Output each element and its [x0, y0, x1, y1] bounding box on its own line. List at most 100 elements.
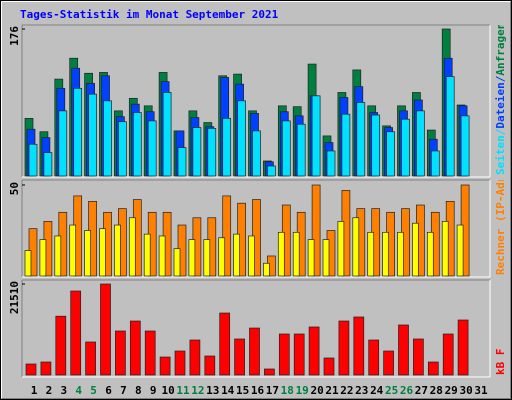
x-tick-label: 18: [281, 384, 294, 397]
bar: [460, 115, 470, 177]
bar: [338, 320, 350, 376]
bar: [252, 130, 261, 177]
x-tick-label: 7: [120, 384, 127, 397]
bar: [103, 100, 112, 177]
bar: [219, 312, 231, 376]
bar: [457, 319, 469, 376]
bar: [162, 92, 172, 177]
x-tick-label: 31: [474, 384, 488, 397]
bar: [277, 231, 285, 277]
legend: Seiten/Dateien/Anfragen: [494, 23, 507, 175]
x-tick-label: 28: [430, 384, 443, 397]
bar: [356, 102, 366, 177]
bar: [218, 237, 226, 277]
bar: [398, 324, 409, 376]
bar: [40, 361, 52, 376]
x-tick-label: 15: [236, 384, 249, 397]
x-tick-label: 12: [191, 384, 204, 397]
legend-entry: kB F: [494, 349, 507, 376]
bar: [158, 235, 166, 277]
bar: [55, 315, 67, 376]
bar: [264, 368, 275, 376]
bar: [341, 113, 351, 177]
bar: [85, 341, 96, 376]
bar: [278, 333, 290, 376]
bar: [311, 184, 321, 277]
bar: [308, 326, 320, 376]
bar: [386, 131, 395, 177]
bar: [69, 224, 77, 277]
y-tick-label: 50: [8, 182, 21, 195]
x-tick-label: 2: [46, 384, 53, 397]
bar: [115, 330, 126, 376]
bar: [174, 350, 186, 376]
bar: [401, 118, 410, 177]
bar: [413, 338, 424, 376]
legend-text: kB F: [494, 349, 507, 376]
bar: [311, 95, 321, 177]
bar: [100, 283, 111, 376]
bar: [442, 333, 454, 376]
x-tick-label: 23: [355, 384, 368, 397]
x-tick-label: 24: [370, 384, 384, 397]
bar: [430, 150, 440, 177]
bar: [326, 150, 336, 177]
bar: [397, 231, 404, 277]
x-tick-label: 16: [251, 384, 265, 397]
legend-entry: Seiten: [494, 135, 507, 175]
bar: [292, 231, 300, 277]
x-tick-label: 17: [266, 384, 279, 397]
bar: [144, 330, 156, 376]
bar: [132, 112, 142, 177]
x-tick-label: 3: [60, 384, 67, 397]
legend-entry: Dateien: [494, 82, 507, 128]
bar: [43, 152, 53, 177]
x-tick-label: 5: [90, 384, 97, 397]
x-tick-label: 25: [385, 384, 398, 397]
bar: [173, 248, 181, 277]
x-tick-label: 1: [31, 384, 38, 397]
bar: [24, 250, 32, 277]
bar: [207, 128, 217, 177]
legend: kB F: [494, 349, 507, 376]
bar: [128, 217, 136, 277]
x-tick-label: 26: [400, 384, 414, 397]
bar: [249, 327, 260, 376]
bar: [367, 231, 375, 277]
bar: [267, 165, 276, 177]
bar: [188, 239, 196, 277]
bar: [58, 110, 68, 177]
y-tick-label: 21510: [8, 281, 21, 314]
legend-separator: /: [494, 128, 507, 135]
bar: [147, 120, 157, 177]
bar: [412, 222, 419, 277]
bar: [456, 224, 464, 277]
bar: [192, 127, 202, 177]
bar: [222, 195, 232, 277]
legend-entry: Rechner (IP-Adressen): [494, 136, 507, 275]
x-tick-label: 20: [310, 384, 323, 397]
bar: [99, 228, 106, 277]
legend: Rechner (IP-Adressen)/Besuche: [494, 83, 507, 275]
legend-separator: /: [494, 75, 507, 82]
legend-text: Seiten/Dateien/Anfragen: [494, 23, 507, 175]
bar: [371, 114, 381, 177]
bar: [353, 316, 365, 376]
bar: [441, 221, 449, 277]
bar: [39, 239, 47, 277]
legend-text: Rechner (IP-Adressen)/Besuche: [494, 83, 507, 275]
bar: [296, 123, 306, 177]
bar: [234, 338, 245, 376]
bar: [426, 231, 434, 277]
x-tick-label: 11: [176, 384, 190, 397]
bar: [382, 231, 389, 277]
bar: [143, 233, 151, 277]
bar: [70, 290, 82, 376]
bar: [28, 143, 38, 177]
bar: [25, 363, 37, 376]
x-tick-label: 13: [206, 384, 219, 397]
bar: [263, 262, 270, 277]
bar: [159, 356, 171, 376]
